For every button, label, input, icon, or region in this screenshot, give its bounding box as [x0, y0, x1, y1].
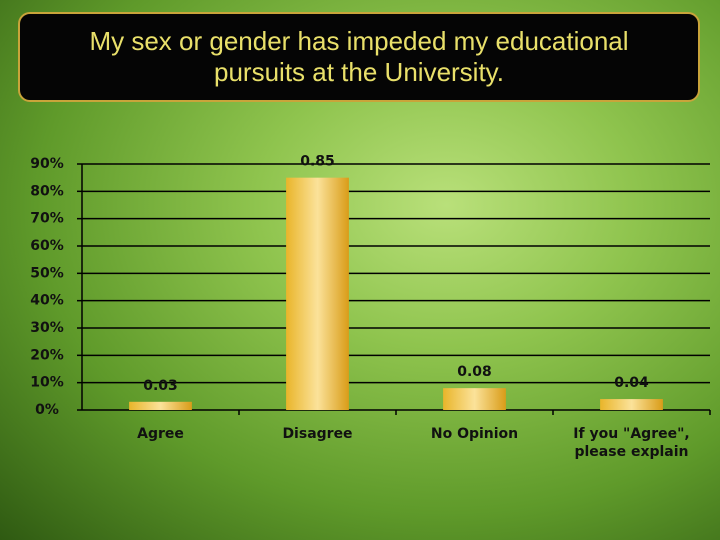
bar	[600, 399, 663, 410]
y-tick-label: 80%	[30, 183, 64, 199]
data-label: 0.04	[614, 375, 649, 391]
y-tick-label: 90%	[30, 156, 64, 172]
y-tick-label: 10%	[30, 375, 64, 391]
bar	[443, 388, 506, 410]
chart-title: My sex or gender has impeded my educatio…	[18, 12, 700, 102]
x-tick-label: Agree	[137, 426, 184, 442]
y-tick-label: 60%	[30, 238, 64, 254]
data-label: 0.08	[457, 364, 492, 380]
x-tick-label: Disagree	[282, 426, 353, 442]
y-tick-label: 30%	[30, 320, 64, 336]
y-tick-label: 20%	[30, 347, 64, 363]
x-tick-label: If you "Agree", please explain	[573, 426, 690, 460]
y-tick-label: 50%	[30, 265, 64, 281]
data-label: 0.03	[143, 378, 178, 394]
x-tick-label: No Opinion	[430, 426, 519, 442]
y-tick-label: 70%	[30, 211, 64, 227]
data-label: 0.85	[300, 154, 335, 170]
bar	[129, 401, 192, 410]
y-tick-label: 0%	[35, 402, 59, 418]
bar	[286, 177, 349, 410]
y-tick-label: 40%	[30, 293, 64, 309]
